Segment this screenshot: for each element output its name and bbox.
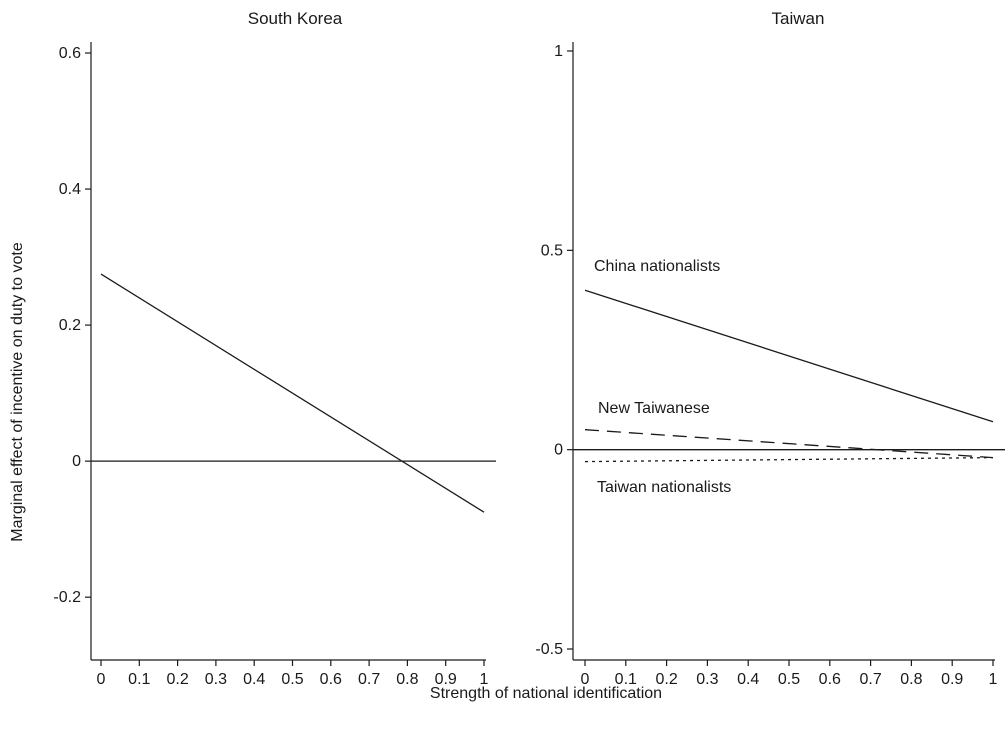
x-tick-label: 0.4: [737, 671, 759, 688]
series-line-china-nationalists: [584, 289, 994, 423]
y-tick-label: 1: [554, 43, 563, 60]
y-tick-label: 0: [554, 442, 563, 459]
series-annotation: China nationalists: [594, 258, 720, 275]
x-tick-label: 0.3: [696, 671, 718, 688]
series-line-new-taiwanese: [584, 429, 994, 459]
y-tick-label: 0.2: [59, 317, 81, 334]
series-line-taiwan-nationalists: [584, 456, 994, 463]
x-axis-title: Strength of national identification: [430, 685, 662, 702]
x-tick-label: 0.5: [281, 671, 303, 688]
x-tick-label: 0.2: [166, 671, 188, 688]
y-axis-title: Marginal effect of incentive on duty to …: [9, 242, 26, 542]
x-tick-label: 0.6: [320, 671, 342, 688]
x-tick-label: 0.7: [859, 671, 881, 688]
x-tick-label: 0.2: [655, 671, 677, 688]
x-tick-label: 0.1: [128, 671, 150, 688]
series-annotation: New Taiwanese: [598, 400, 710, 417]
x-tick-label: 0.8: [396, 671, 418, 688]
y-tick-label: 0.5: [541, 242, 563, 259]
series-annotation: Taiwan nationalists: [597, 479, 731, 496]
panel-title: Taiwan: [772, 9, 825, 28]
x-tick-label: 1: [989, 671, 998, 688]
x-tick-label: 1: [480, 671, 489, 688]
panel-title: South Korea: [248, 9, 343, 28]
x-tick-label: 0: [97, 671, 106, 688]
x-tick-label: 0.5: [778, 671, 800, 688]
series-line: [100, 273, 485, 513]
y-tick-label: -0.5: [535, 641, 563, 658]
panel-south-korea: South Korea -0.2 0 0.2 0.4 0.6 0 0.1 0.2 0.3 0.4 0.…: [53, 9, 496, 688]
x-tick-label: 0.9: [941, 671, 963, 688]
x-tick-label: 0.4: [243, 671, 265, 688]
x-tick-label: 0.3: [205, 671, 227, 688]
x-tick-label: 0.7: [358, 671, 380, 688]
y-tick-label: 0: [72, 453, 81, 470]
y-tick-label: 0.4: [59, 181, 81, 198]
x-tick-label: 0.8: [900, 671, 922, 688]
panel-taiwan: Taiwan -0.5 0 0.5 1 0 0.1 0.2 0.3 0.4 0.5 0.6 0.7 0.8…: [535, 9, 1005, 688]
y-tick-label: 0.6: [59, 45, 81, 62]
x-tick-label: 0.9: [435, 671, 457, 688]
y-tick-label: -0.2: [53, 589, 81, 606]
x-tick-label: 0.6: [819, 671, 841, 688]
x-tick-label: 0.1: [615, 671, 637, 688]
x-tick-label: 0: [581, 671, 590, 688]
